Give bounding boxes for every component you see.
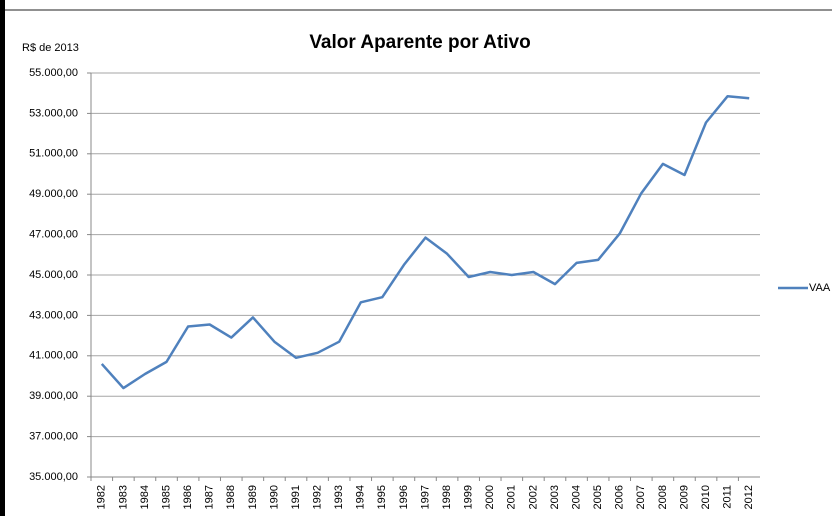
x-tick-label: 2004 <box>570 485 582 509</box>
legend-label: VAA <box>809 282 831 294</box>
y-tick-label: 43.000,00 <box>29 309 78 321</box>
x-tick-label: 2012 <box>743 485 755 509</box>
x-tick-label: 2000 <box>484 485 496 509</box>
x-tick-label: 1995 <box>376 485 388 509</box>
x-tick-label: 1983 <box>117 485 129 509</box>
y-tick-label: 55.000,00 <box>29 67 78 79</box>
series-line <box>100 94 750 390</box>
left-border <box>0 0 5 516</box>
x-tick-label: 2001 <box>506 485 518 509</box>
x-tick-label: 2006 <box>614 485 626 509</box>
y-tick-label: 39.000,00 <box>29 390 78 402</box>
x-tick-label: 2008 <box>657 485 669 509</box>
x-tick-label: 2011 <box>722 485 734 509</box>
y-tick-label: 45.000,00 <box>29 269 78 281</box>
x-tick-label: 1997 <box>419 485 431 509</box>
chart-title: Valor Aparente por Ativo <box>309 32 530 53</box>
x-tick-label: 1994 <box>355 485 367 509</box>
y-tick-label: 53.000,00 <box>29 107 78 119</box>
x-tick-label: 1989 <box>247 485 259 509</box>
x-tick-label: 2002 <box>527 485 539 509</box>
y-tick-label: 35.000,00 <box>29 471 78 483</box>
x-tick-label: 1985 <box>160 485 172 509</box>
x-tick-label: 1992 <box>312 485 324 509</box>
x-tick-label: 1988 <box>225 485 237 509</box>
x-tick-label: 1998 <box>441 485 453 509</box>
x-tick-label: 2005 <box>592 485 604 509</box>
x-tick-label: 1990 <box>268 485 280 509</box>
x-tick-label: 2007 <box>635 485 647 509</box>
y-tick-label: 51.000,00 <box>29 148 78 160</box>
x-tick-label: 2003 <box>549 485 561 509</box>
x-tick-label: 2010 <box>700 485 712 509</box>
x-tick-label: 2009 <box>678 485 690 509</box>
y-tick-label: 49.000,00 <box>29 188 78 200</box>
x-tick-label: 1986 <box>182 485 194 509</box>
x-tick-label: 1984 <box>139 485 151 509</box>
y-tick-label: 47.000,00 <box>29 229 78 241</box>
x-tick-label: 1999 <box>463 485 475 509</box>
x-tick-label: 1987 <box>204 485 216 509</box>
y-tick-label: 41.000,00 <box>29 350 78 362</box>
x-tick-label: 1996 <box>398 485 410 509</box>
x-tick-label: 1993 <box>333 485 345 509</box>
y-tick-label: 37.000,00 <box>29 431 78 443</box>
x-tick-label: 1982 <box>96 485 108 509</box>
x-tick-label: 1991 <box>290 485 302 509</box>
y-axis-label: R$ de 2013 <box>22 42 79 54</box>
